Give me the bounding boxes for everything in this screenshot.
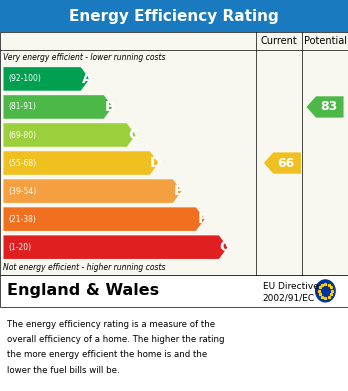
Text: lower the fuel bills will be.: lower the fuel bills will be. [7, 366, 120, 375]
Text: F: F [197, 212, 207, 226]
Polygon shape [307, 96, 343, 118]
Text: A: A [81, 72, 92, 86]
Text: (69-80): (69-80) [9, 131, 37, 140]
Text: G: G [219, 240, 231, 254]
Text: E: E [174, 184, 184, 198]
Text: (92-100): (92-100) [9, 74, 41, 83]
Text: (21-38): (21-38) [9, 215, 37, 224]
Text: Energy Efficiency Rating: Energy Efficiency Rating [69, 9, 279, 24]
Text: D: D [150, 156, 162, 170]
Text: Very energy efficient - lower running costs: Very energy efficient - lower running co… [3, 53, 166, 62]
Bar [0, 32, 348, 275]
Text: Current: Current [261, 36, 297, 46]
Polygon shape [3, 207, 205, 231]
Text: England & Wales: England & Wales [7, 283, 159, 298]
Circle shape [316, 280, 335, 302]
Polygon shape [3, 151, 159, 175]
Text: Not energy efficient - higher running costs: Not energy efficient - higher running co… [3, 263, 166, 273]
Bar [0, 275, 348, 307]
Text: The energy efficiency rating is a measure of the: The energy efficiency rating is a measur… [7, 320, 215, 329]
Polygon shape [264, 152, 301, 174]
Text: B: B [105, 100, 115, 114]
Text: (55-68): (55-68) [9, 158, 37, 168]
Text: the more energy efficient the home is and the: the more energy efficient the home is an… [7, 350, 207, 359]
Polygon shape [3, 123, 136, 147]
Text: 66: 66 [277, 156, 294, 170]
Text: Potential: Potential [303, 36, 347, 46]
Text: (39-54): (39-54) [9, 187, 37, 196]
Text: EU Directive: EU Directive [263, 282, 319, 291]
Polygon shape [3, 235, 228, 259]
Polygon shape [3, 179, 182, 203]
Text: 2002/91/EC: 2002/91/EC [263, 294, 315, 303]
Text: (81-91): (81-91) [9, 102, 37, 111]
Text: overall efficiency of a home. The higher the rating: overall efficiency of a home. The higher… [7, 335, 224, 344]
Text: 83: 83 [320, 100, 337, 113]
Text: (1-20): (1-20) [9, 243, 32, 252]
Bar [0, 0, 348, 32]
Text: C: C [128, 128, 138, 142]
Polygon shape [3, 95, 112, 119]
Polygon shape [3, 67, 89, 91]
